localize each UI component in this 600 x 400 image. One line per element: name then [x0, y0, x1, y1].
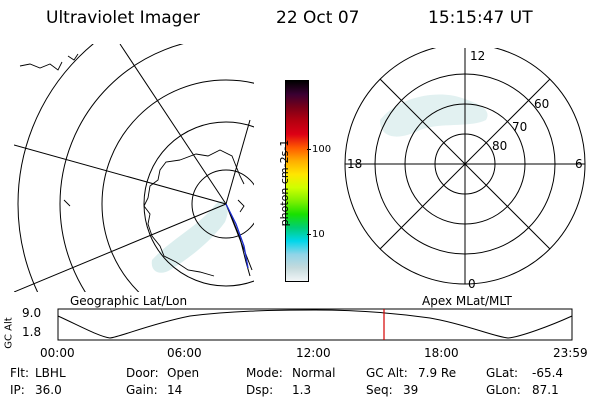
altitude-xtick-2359: 23:59: [553, 346, 588, 360]
altitude-xtick-0000: 00:00: [40, 346, 75, 360]
info-glat-value: -65.4: [532, 366, 564, 380]
coastlines: [19, 53, 245, 277]
info-gain-key: Gain:: [126, 383, 158, 397]
colorbar-label: photon cm-2s-1: [278, 139, 291, 227]
info-dsp-key: Dsp:: [246, 383, 274, 397]
altitude-timeline-plot: [57, 308, 573, 341]
orbit-track-blue: [225, 203, 249, 269]
info-seq-value: 39: [403, 383, 419, 397]
info-mode-key: Mode:: [246, 366, 283, 380]
uv-emission-pattern-apex: [380, 94, 488, 137]
date-label: 22 Oct 07: [276, 8, 360, 28]
info-gcalt-value: 7.9 Re: [418, 366, 457, 380]
info-ip-key: IP:: [10, 383, 25, 397]
geographic-panel-label: Geographic Lat/Lon: [70, 294, 188, 308]
info-mode-value: Normal: [292, 366, 336, 380]
apex-panel-label: Apex MLat/MLT: [422, 294, 512, 308]
mlt-label-right: 6: [575, 157, 583, 171]
altitude-xtick-1200: 12:00: [296, 346, 331, 360]
lat-label-80: 80: [492, 139, 507, 153]
colorbar-gradient: [286, 81, 308, 281]
altitude-ytick-high: 9.0: [22, 306, 42, 320]
altitude-xtick-0600: 06:00: [167, 346, 202, 360]
orbit-track-black: [225, 203, 251, 277]
info-glat-key: GLat:: [486, 366, 519, 380]
instrument-title: Ultraviolet Imager: [46, 8, 200, 28]
info-seq-key: Seq:: [366, 383, 393, 397]
info-door-key: Door:: [126, 366, 159, 380]
altitude-plot-frame: [57, 308, 573, 341]
time-label: 15:15:47 UT: [428, 8, 533, 28]
colorbar-tick-100: 100: [312, 144, 332, 155]
mlt-label-left: 18: [347, 157, 362, 171]
altitude-ytick-low: 1.8: [22, 325, 42, 339]
info-dsp-value: 1.3: [292, 383, 312, 397]
info-glon-key: GLon:: [486, 383, 521, 397]
polar-grid: [344, 48, 586, 285]
info-flt-value: LBHL: [35, 366, 66, 380]
colorbar-tick-10: 10: [312, 229, 325, 240]
uv-emission-pattern: [151, 201, 228, 273]
mlt-label-bottom: 0: [468, 277, 476, 291]
info-glon-value: 87.1: [532, 383, 559, 397]
colorbar-tick-mark: [307, 149, 311, 150]
info-door-value: Open: [167, 366, 200, 380]
lat-lon-grid: [14, 44, 254, 292]
altitude-xtick-1800: 18:00: [424, 346, 459, 360]
mlt-label-top: 12: [470, 49, 485, 63]
info-flt-key: Flt:: [10, 366, 29, 380]
info-gcalt-key: GC Alt:: [366, 366, 408, 380]
colorbar: [285, 80, 309, 282]
info-gain-value: 14: [167, 383, 183, 397]
lat-label-60: 60: [534, 97, 549, 111]
colorbar-tick-mark: [307, 234, 311, 235]
altitude-curve: [57, 309, 573, 339]
info-ip-value: 36.0: [35, 383, 62, 397]
geographic-map-panel: [14, 44, 254, 292]
altitude-ylabel: GC Alt: [3, 317, 15, 349]
apex-polar-plot: 12 18 6 0 60 70 80: [344, 48, 586, 291]
lat-label-70: 70: [512, 120, 527, 134]
